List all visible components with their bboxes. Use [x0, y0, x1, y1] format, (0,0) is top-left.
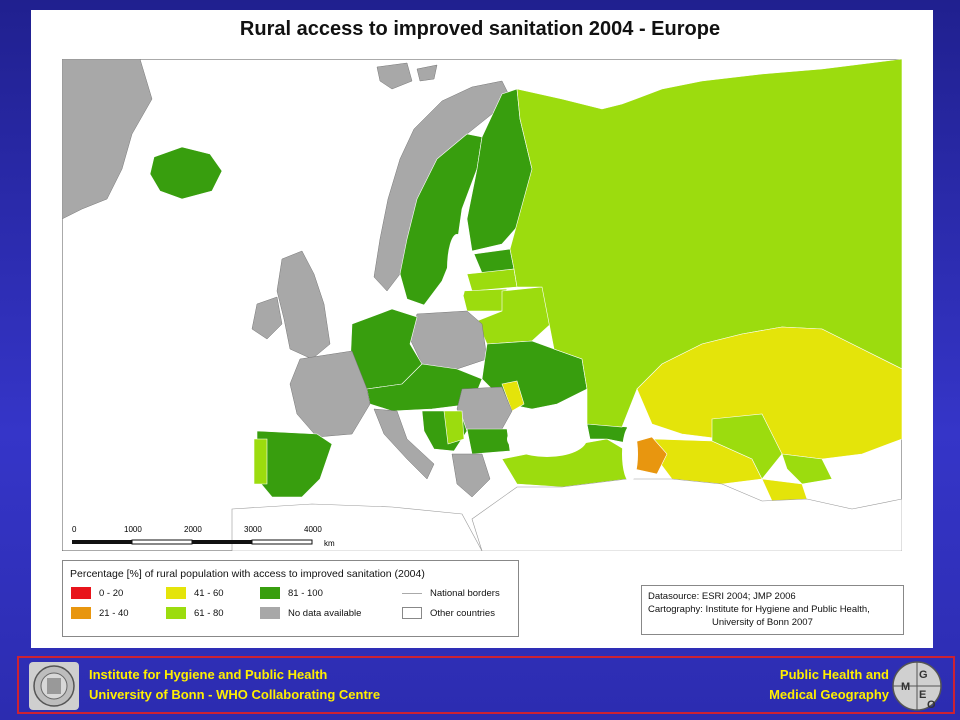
- footer-university: University of Bonn - WHO Collaborating C…: [89, 687, 381, 702]
- scale-tick-1: 1000: [124, 525, 142, 534]
- region-greece: [451, 453, 491, 498]
- region-greenland: [62, 59, 153, 220]
- logo-letter-e: E: [919, 689, 926, 701]
- university-seal-logo: [29, 662, 79, 710]
- legend-label: 61 - 80: [194, 608, 224, 619]
- credits-box: Datasource: ESRI 2004; JMP 2006 Cartogra…: [641, 585, 904, 635]
- legend-swatch: [166, 587, 186, 600]
- scale-tick-2: 2000: [184, 525, 202, 534]
- caspian-sea: [622, 426, 638, 482]
- logo-letter-o: O: [927, 699, 936, 711]
- scale-bar-graphic: 0 1000 2000 3000 4000 km: [72, 525, 335, 548]
- region-kyrgyzstan: [781, 453, 833, 485]
- region-svalbard: [376, 62, 413, 90]
- legend-box-swatch: [402, 607, 422, 620]
- legend-item-81-100: 81 - 100: [260, 587, 323, 601]
- legend-item-41-60: 41 - 60: [166, 587, 224, 601]
- legend-item-0-20: 0 - 20: [71, 587, 123, 601]
- region-romania: [456, 386, 513, 430]
- logo-letter-g: G: [919, 669, 928, 681]
- legend-label: Other countries: [430, 608, 495, 619]
- legend-line-swatch: [402, 592, 422, 594]
- scale-unit: km: [324, 539, 335, 548]
- region-svalbard-2: [416, 64, 438, 82]
- black-sea: [507, 421, 587, 457]
- credits-university: University of Bonn 2007: [712, 617, 813, 628]
- region-moldova: [501, 380, 525, 412]
- credits-cartography: Cartography: Institute for Hygiene and P…: [648, 604, 870, 615]
- legend-swatch: [260, 587, 280, 600]
- legend-swatch: [166, 607, 186, 620]
- footer-medical-geography: Medical Geography: [769, 687, 889, 702]
- footer-banner: Institute for Hygiene and Public Health …: [17, 656, 955, 714]
- footer-institute: Institute for Hygiene and Public Health: [89, 667, 328, 682]
- europe-map: [62, 59, 902, 551]
- region-bulgaria: [466, 428, 511, 455]
- legend-swatch: [71, 607, 91, 620]
- map-title: Rural access to improved sanitation 2004…: [239, 18, 721, 40]
- legend-box: Percentage [%] of rural population with …: [62, 560, 519, 637]
- legend-label: 21 - 40: [99, 608, 129, 619]
- region-poland: [409, 310, 488, 370]
- legend-label: 41 - 60: [194, 588, 224, 599]
- seal-icon: [33, 665, 75, 707]
- legend-label: National borders: [430, 588, 500, 599]
- map-frame: [62, 59, 902, 551]
- legend-label: 81 - 100: [288, 588, 323, 599]
- geomed-logo: G E M O: [891, 660, 943, 712]
- region-ireland: [251, 296, 283, 340]
- legend-label: No data available: [288, 608, 362, 619]
- credits-datasource: Datasource: ESRI 2004; JMP 2006: [648, 591, 796, 602]
- scale-tick-0: 0: [72, 525, 77, 534]
- legend-item-no-data: No data available: [260, 607, 361, 621]
- region-iceland: [149, 146, 223, 200]
- legend-swatch: [71, 587, 91, 600]
- scale-tick-4: 4000: [304, 525, 322, 534]
- region-balkans-b: [443, 410, 465, 445]
- baltic-sea: [447, 234, 467, 304]
- region-france: [289, 350, 371, 438]
- logo-letter-m: M: [901, 681, 910, 693]
- region-portugal: [253, 438, 268, 485]
- legend-item-61-80: 61 - 80: [166, 607, 224, 621]
- region-italy: [373, 408, 435, 480]
- legend-swatch: [260, 607, 280, 620]
- scale-bar: 0 1000 2000 3000 4000 km: [62, 522, 402, 552]
- footer-public-health: Public Health and: [779, 667, 889, 682]
- region-other-north-africa: [231, 503, 483, 551]
- legend-item-other-countries: Other countries: [402, 607, 495, 621]
- region-kazakhstan: [636, 326, 902, 460]
- legend-title: Percentage [%] of rural population with …: [70, 568, 425, 580]
- region-lithuania: [461, 288, 508, 312]
- geomed-globe-icon: G E M O: [892, 661, 942, 711]
- region-uk: [276, 250, 331, 360]
- legend-item-21-40: 21 - 40: [71, 607, 129, 621]
- legend-item-national-borders: National borders: [402, 587, 500, 601]
- legend-label: 0 - 20: [99, 588, 124, 599]
- scale-tick-3: 3000: [244, 525, 262, 534]
